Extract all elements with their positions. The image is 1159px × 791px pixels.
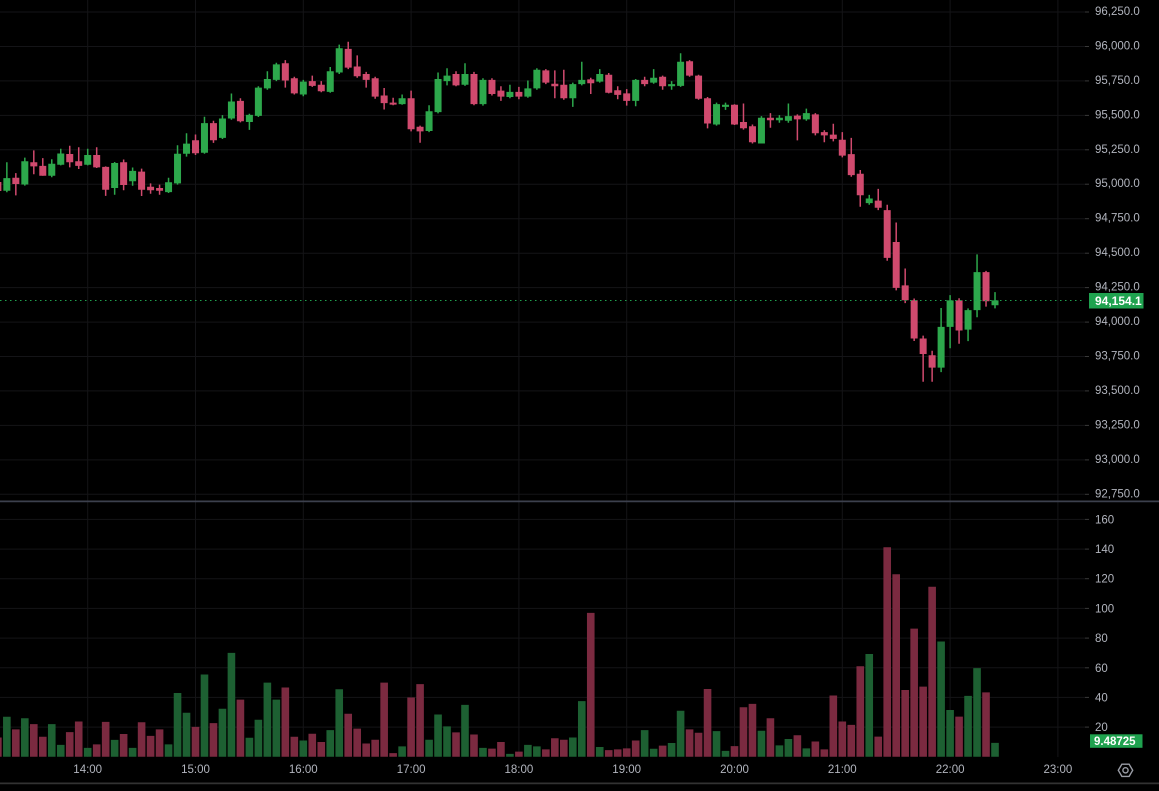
- svg-text:140: 140: [1095, 544, 1114, 556]
- svg-text:20:00: 20:00: [720, 764, 749, 776]
- svg-text:94,500.0: 94,500.0: [1095, 247, 1140, 259]
- svg-text:95,000.0: 95,000.0: [1095, 178, 1140, 190]
- svg-text:95,500.0: 95,500.0: [1095, 109, 1140, 121]
- svg-text:100: 100: [1095, 603, 1114, 615]
- svg-text:16:00: 16:00: [289, 764, 318, 776]
- svg-text:94,000.0: 94,000.0: [1095, 316, 1140, 328]
- svg-text:95,250.0: 95,250.0: [1095, 144, 1140, 156]
- svg-text:40: 40: [1095, 692, 1108, 704]
- svg-text:120: 120: [1095, 574, 1114, 586]
- svg-text:96,000.0: 96,000.0: [1095, 41, 1140, 53]
- svg-text:93,000.0: 93,000.0: [1095, 454, 1140, 466]
- svg-text:160: 160: [1095, 514, 1114, 526]
- svg-text:92,750.0: 92,750.0: [1095, 488, 1140, 500]
- svg-text:93,500.0: 93,500.0: [1095, 385, 1140, 397]
- svg-text:80: 80: [1095, 633, 1108, 645]
- svg-text:19:00: 19:00: [612, 764, 641, 776]
- svg-text:18:00: 18:00: [505, 764, 534, 776]
- svg-text:17:00: 17:00: [397, 764, 426, 776]
- svg-text:21:00: 21:00: [828, 764, 857, 776]
- svg-text:60: 60: [1095, 663, 1108, 675]
- svg-text:23:00: 23:00: [1044, 764, 1073, 776]
- svg-text:95,750.0: 95,750.0: [1095, 75, 1140, 87]
- svg-text:22:00: 22:00: [936, 764, 965, 776]
- svg-text:15:00: 15:00: [181, 764, 210, 776]
- svg-text:93,250.0: 93,250.0: [1095, 419, 1140, 431]
- svg-text:20: 20: [1095, 722, 1108, 734]
- svg-text:94,250.0: 94,250.0: [1095, 282, 1140, 294]
- svg-text:94,750.0: 94,750.0: [1095, 213, 1140, 225]
- svg-text:9.48725: 9.48725: [1094, 736, 1136, 748]
- svg-text:96,250.0: 96,250.0: [1095, 6, 1140, 18]
- svg-text:14:00: 14:00: [73, 764, 102, 776]
- svg-text:93,750.0: 93,750.0: [1095, 351, 1140, 363]
- svg-text:94,154.1: 94,154.1: [1095, 294, 1142, 308]
